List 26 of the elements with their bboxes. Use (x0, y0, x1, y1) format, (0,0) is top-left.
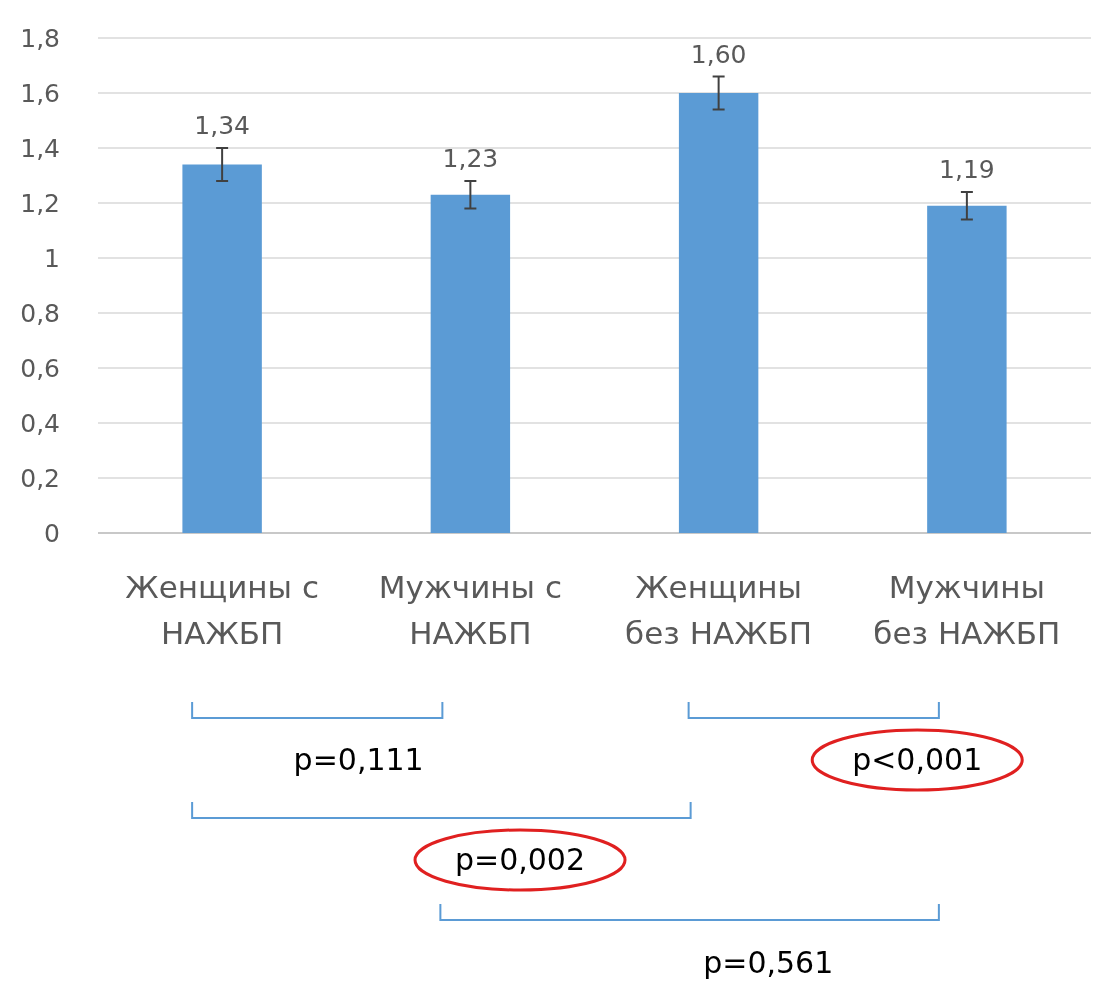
y-tick-label: 0,2 (20, 463, 60, 493)
y-tick-label: 1,6 (20, 78, 60, 108)
y-tick-label: 0,8 (20, 298, 60, 328)
x-tick-label: Женщины с НАЖБП (125, 569, 319, 651)
bar (927, 205, 1007, 533)
data-label: 1,19 (939, 155, 995, 184)
y-tick-label: 0 (44, 518, 60, 548)
y-tick-label: 1,4 (20, 133, 60, 163)
data-label: 1,23 (442, 144, 499, 173)
text: p=0,561 (703, 945, 834, 980)
y-tick-label: 1 (44, 243, 60, 273)
y-tick-label: 1,8 (20, 23, 60, 53)
bar (182, 164, 262, 533)
y-tick-label: 0,4 (20, 408, 60, 438)
x-tick-label: Мужчины с НАЖБП (378, 569, 562, 651)
y-tick-label: 1,2 (20, 188, 60, 218)
text: p<0,001 (852, 742, 983, 777)
data-label: 1,34 (194, 111, 250, 140)
bar (430, 194, 511, 533)
text: p=0,002 (454, 842, 586, 877)
x-tick-label: Мужчины без НАЖБП (873, 569, 1061, 651)
y-tick-label: 0,6 (20, 353, 60, 383)
data-label: 1,60 (690, 39, 747, 69)
text: p=0,111 (293, 742, 424, 777)
x-tick-label: Женщины без НАЖБП (625, 569, 813, 651)
bar (678, 93, 759, 533)
